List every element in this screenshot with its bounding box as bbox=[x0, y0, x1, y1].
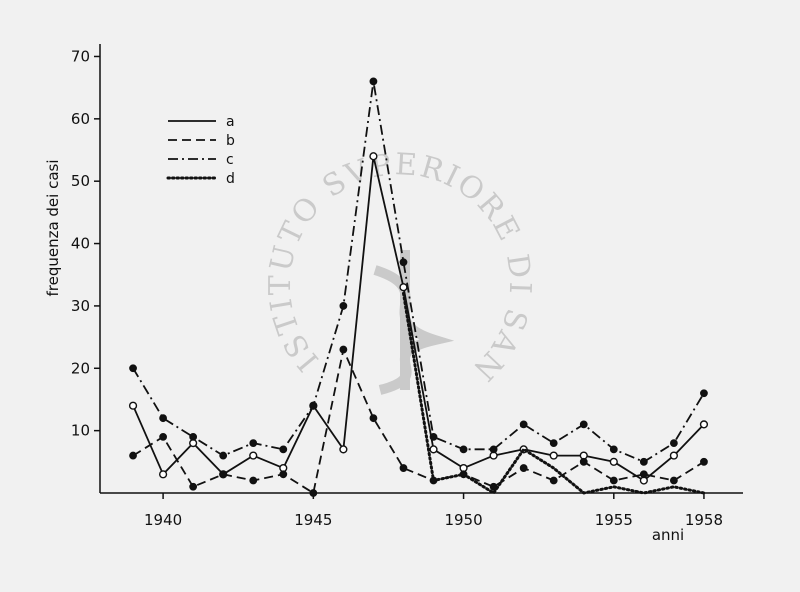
y-tick-label: 50 bbox=[71, 172, 90, 190]
data-point-b bbox=[279, 470, 288, 479]
data-point-b bbox=[549, 476, 558, 485]
x-axis-label: anni bbox=[652, 526, 684, 544]
y-axis-label: frequenza dei casi bbox=[44, 159, 62, 296]
data-point-c bbox=[639, 457, 648, 466]
data-point-c bbox=[399, 258, 408, 267]
data-point-c bbox=[429, 432, 438, 441]
data-point-b bbox=[189, 482, 198, 491]
series-line-d bbox=[402, 291, 706, 495]
legend-item-a: a bbox=[168, 114, 235, 130]
series-c bbox=[129, 77, 708, 466]
data-point-c bbox=[669, 439, 678, 448]
data-point-c bbox=[249, 439, 258, 448]
data-point-b bbox=[159, 432, 167, 441]
y-tick-group: 10 20 30 40 50 60 70 bbox=[71, 47, 100, 440]
legend-label-b: b bbox=[226, 133, 235, 149]
y-tick-label: 30 bbox=[71, 297, 90, 315]
series-line-a bbox=[132, 155, 705, 482]
legend-label-a: a bbox=[226, 114, 235, 130]
legend-item-c: c bbox=[168, 152, 234, 168]
data-point-c bbox=[129, 364, 137, 373]
data-point-c bbox=[459, 445, 468, 454]
data-point-c bbox=[279, 445, 288, 454]
x-tick-label: 1955 bbox=[595, 511, 633, 529]
x-tick-label: 1945 bbox=[294, 511, 332, 529]
series-line-b bbox=[132, 348, 705, 494]
x-tick-label: 1940 bbox=[144, 511, 182, 529]
data-point-a bbox=[699, 420, 709, 429]
series-layer bbox=[128, 77, 709, 497]
data-point-a bbox=[399, 283, 408, 292]
data-point-a bbox=[369, 152, 378, 161]
y-tick-label: 60 bbox=[71, 110, 90, 128]
data-point-a bbox=[249, 451, 258, 460]
legend-label-c: c bbox=[226, 152, 234, 168]
data-point-a bbox=[339, 445, 348, 454]
data-point-c bbox=[549, 439, 558, 448]
data-point-b bbox=[519, 464, 528, 472]
data-point-a bbox=[158, 470, 168, 479]
data-point-b bbox=[700, 457, 708, 466]
legend-item-d: d bbox=[166, 171, 235, 187]
legend-item-b: b bbox=[168, 133, 235, 149]
series-line-c bbox=[132, 80, 705, 463]
data-point-b bbox=[399, 464, 408, 472]
y-tick-label: 40 bbox=[71, 235, 90, 253]
data-point-a bbox=[549, 451, 558, 460]
data-point-a bbox=[128, 401, 138, 410]
data-point-c bbox=[579, 420, 588, 429]
x-tick-label: 1950 bbox=[444, 511, 482, 529]
data-point-b bbox=[369, 414, 378, 423]
y-tick-label: 10 bbox=[71, 422, 90, 440]
data-point-c bbox=[159, 414, 167, 423]
data-point-b bbox=[669, 476, 678, 485]
series-a bbox=[128, 152, 709, 485]
data-point-b bbox=[639, 470, 648, 479]
data-point-a bbox=[669, 451, 678, 460]
data-point-b bbox=[339, 345, 348, 354]
data-point-c bbox=[189, 432, 198, 441]
data-point-c bbox=[519, 420, 528, 429]
data-point-c bbox=[609, 445, 618, 454]
data-point-b bbox=[579, 457, 588, 466]
y-tick-label: 20 bbox=[71, 359, 90, 377]
y-tick-label: 70 bbox=[71, 47, 90, 65]
data-point-b bbox=[129, 451, 137, 460]
data-point-b bbox=[219, 470, 228, 479]
legend-label-d: d bbox=[226, 171, 235, 187]
series-d bbox=[402, 291, 706, 495]
data-point-b bbox=[609, 476, 618, 485]
x-tick-label: 1958 bbox=[685, 511, 723, 529]
data-point-c bbox=[489, 445, 498, 454]
data-point-b bbox=[309, 489, 318, 497]
data-point-a bbox=[609, 457, 618, 466]
data-point-c bbox=[339, 302, 348, 310]
x-tick-group: 1940 1945 1950 1955 1958 bbox=[144, 493, 723, 529]
series-b bbox=[129, 345, 708, 497]
data-point-c bbox=[219, 451, 228, 460]
data-point-c bbox=[309, 401, 318, 410]
data-point-c bbox=[700, 389, 708, 398]
data-point-c bbox=[369, 77, 378, 86]
data-point-a bbox=[429, 445, 438, 454]
data-point-b bbox=[249, 476, 258, 485]
